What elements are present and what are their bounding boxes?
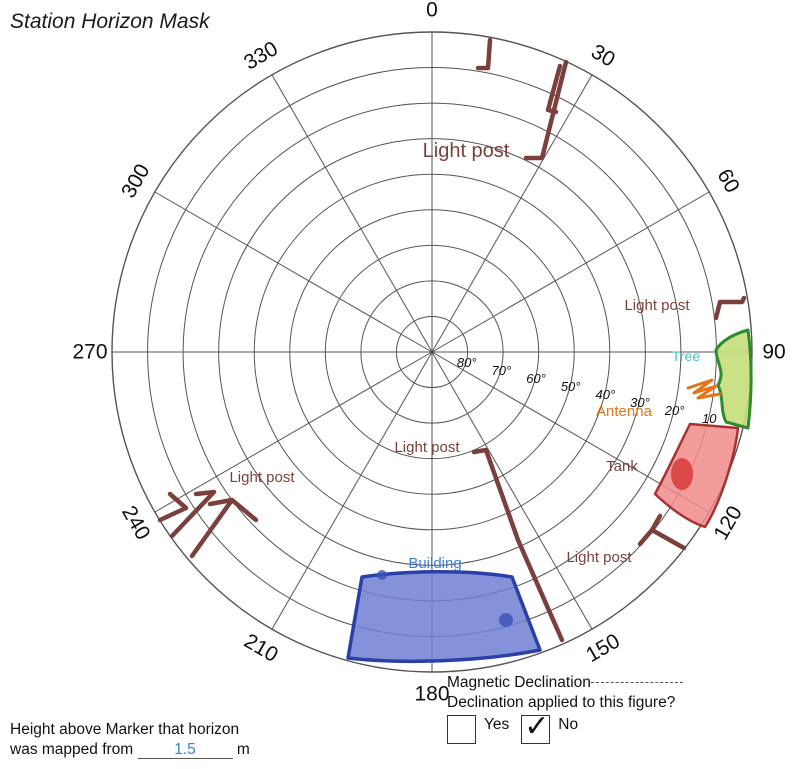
tank-obstruction: Tank [606,422,740,529]
azimuth-spoke [431,351,593,630]
light-post-mark-north-2 [523,59,569,161]
light-post-label-center: Light post [394,439,460,456]
elevation-label: 60° [526,371,546,386]
azimuth-label-30: 30 [587,40,619,72]
azimuth-label-60: 60 [712,165,744,197]
azimuth-spoke [271,74,433,353]
light-post-mark-east [713,295,747,321]
building-label: Building [408,555,461,572]
azimuth-label-300: 300 [117,160,154,202]
azimuth-label-150: 150 [582,629,624,666]
light-post-mark-north-1 [475,37,493,71]
light-post-label-east: Light post [624,297,690,314]
no-checkbox[interactable]: ✓ [521,709,551,744]
magnetic-declination-label: Magnetic Declination [447,674,591,691]
light-posts [157,37,747,643]
declination-options: Yes ✓ No [447,709,683,744]
light-post-mark-ese [637,513,687,551]
height-above-marker: Height above Marker that horizon was map… [10,720,250,760]
height-unit: m [236,741,250,758]
elevation-label: 50° [561,379,581,394]
elevation-label: 40° [595,387,615,402]
tank-shape [653,422,740,529]
azimuth-spoke [154,191,433,353]
height-label-line2: was mapped from 1.5 m [10,740,250,760]
light-post-label-west: Light post [229,469,295,486]
light-post-mark-wsw-2 [169,489,217,539]
light-post-mark-center [471,447,565,643]
light-post-labels: Light post Light post Light post Light p… [229,140,690,566]
antenna-obstruction: Antenna [596,378,722,420]
elevation-label: 10 [702,411,717,426]
azimuth-label-0: 0 [426,0,438,22]
tree-shape [714,328,753,430]
azimuth-label-330: 330 [240,37,282,74]
elevation-label: 20° [664,403,685,418]
yes-checkbox[interactable] [447,715,476,744]
elevation-labels: 80° 70° 60° 50° 40° 30° 20° 10 [457,355,717,426]
tree-label: Tree [672,348,700,364]
elevation-label: 80° [457,355,477,370]
light-post-label-north: Light post [423,140,510,162]
azimuth-spoke [431,191,710,353]
checkmark-icon: ✓ [524,709,550,744]
page-title: Station Horizon Mask [10,10,210,33]
declination-question: Declination applied to this figure? [447,694,676,711]
tank-label: Tank [606,458,638,475]
magnetic-declination-row: Magnetic Declination [447,673,683,693]
yes-label: Yes [484,716,510,733]
azimuth-label-210: 210 [240,629,282,666]
azimuth-label-270: 270 [72,341,107,364]
building-obstruction: Building [346,555,542,664]
building-shape [346,570,542,664]
antenna-scribble [686,378,722,400]
tree-obstruction: Tree [672,328,753,430]
height-label-line1: Height above Marker that horizon [10,721,240,738]
elevation-label: 30° [630,395,650,410]
light-post-mark-wsw-1 [189,497,259,559]
magnetic-declination-field[interactable] [590,682,683,683]
light-post-mark-wsw-3 [157,491,189,523]
elevation-label: 70° [492,363,512,378]
height-label-prefix: was mapped from [10,741,134,758]
polar-grid [111,31,753,673]
light-post-label-south: Light post [566,549,632,566]
azimuth-label-90: 90 [762,341,785,364]
antenna-label: Antenna [596,403,653,420]
azimuth-label-180: 180 [414,683,449,706]
declination-section: Magnetic Declination Declination applied… [447,673,683,744]
azimuth-spoke [154,351,433,513]
azimuth-label-240: 240 [117,502,154,544]
height-value[interactable]: 1.5 [137,741,233,759]
azimuth-spoke [271,351,433,630]
no-label: No [558,716,579,733]
azimuth-spoke [431,74,593,353]
